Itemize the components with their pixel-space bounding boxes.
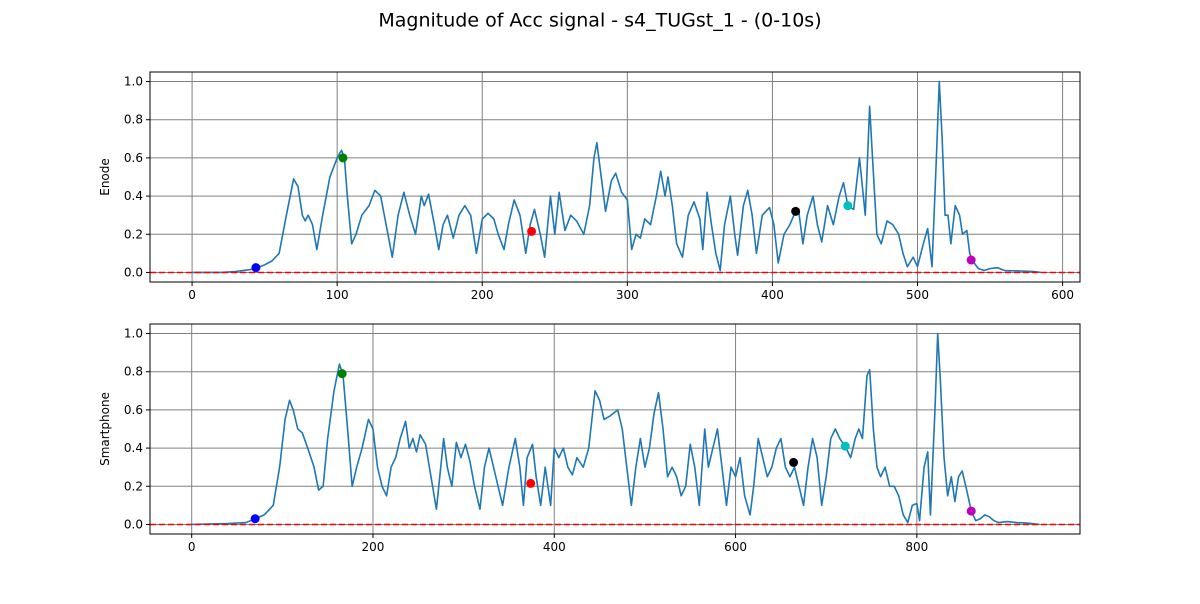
x-tick-label: 500 [906,288,929,302]
x-tick-label: 0 [188,540,196,554]
x-tick-label: 200 [362,540,385,554]
event-marker [966,506,976,516]
axes-frame [149,323,1081,535]
y-axis-label: Enode [98,158,112,196]
y-tick-label: 0.2 [124,479,143,493]
x-tick-label: 600 [1051,288,1074,302]
x-tick-label: 400 [543,540,566,554]
x-tick-label: 400 [761,288,784,302]
event-marker [789,457,799,467]
x-tick-label: 300 [616,288,639,302]
event-marker [966,255,976,265]
y-tick-label: 1.0 [124,327,143,341]
x-tick-label: 800 [905,540,928,554]
x-tick-label: 0 [188,288,196,302]
y-tick-label: 0.2 [124,227,143,241]
y-tick-label: 0.8 [124,365,143,379]
y-axis-label: Smartphone [98,392,112,466]
figure-title: Magnitude of Acc signal - s4_TUGst_1 - (… [378,10,821,32]
axes-frame [149,71,1081,283]
event-marker [338,153,348,163]
y-tick-label: 0.6 [124,151,143,165]
y-tick-label: 1.0 [124,75,143,89]
y-tick-label: 0.4 [124,441,143,455]
signal-line [192,80,1041,274]
x-tick-label: 600 [724,540,747,554]
event-marker [840,441,850,451]
axes: 0 200 400 600 800 0.0 0.2 0.4 0.6 0.8 1.0 Smartphon… [98,323,1081,554]
event-marker [337,369,347,379]
y-tick-label: 0.6 [124,403,143,417]
x-tick-label: 100 [326,288,349,302]
event-marker [843,201,853,211]
event-marker [251,263,261,273]
y-tick-label: 0.0 [124,517,143,531]
y-tick-label: 0.4 [124,189,143,203]
x-tick-label: 200 [471,288,494,302]
y-tick-label: 0.0 [124,265,143,279]
signal-line [191,332,1040,526]
event-marker [791,206,801,216]
axes: 0 100 200 300 400 500 600 0.0 0.2 0.4 0.6 0.8 1.0 Eno… [98,71,1081,302]
y-tick-label: 0.8 [124,113,143,127]
event-marker [250,514,260,524]
event-marker [526,478,536,488]
event-marker [527,226,537,236]
